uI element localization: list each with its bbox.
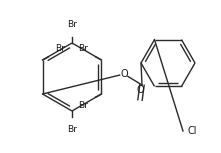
- Text: Br: Br: [67, 125, 77, 134]
- Text: Br: Br: [79, 101, 88, 110]
- Text: Br: Br: [67, 20, 77, 29]
- Text: O: O: [120, 69, 128, 79]
- Text: O: O: [136, 85, 144, 95]
- Text: Br: Br: [55, 44, 65, 53]
- Text: Br: Br: [79, 44, 88, 53]
- Text: Cl: Cl: [188, 126, 198, 136]
